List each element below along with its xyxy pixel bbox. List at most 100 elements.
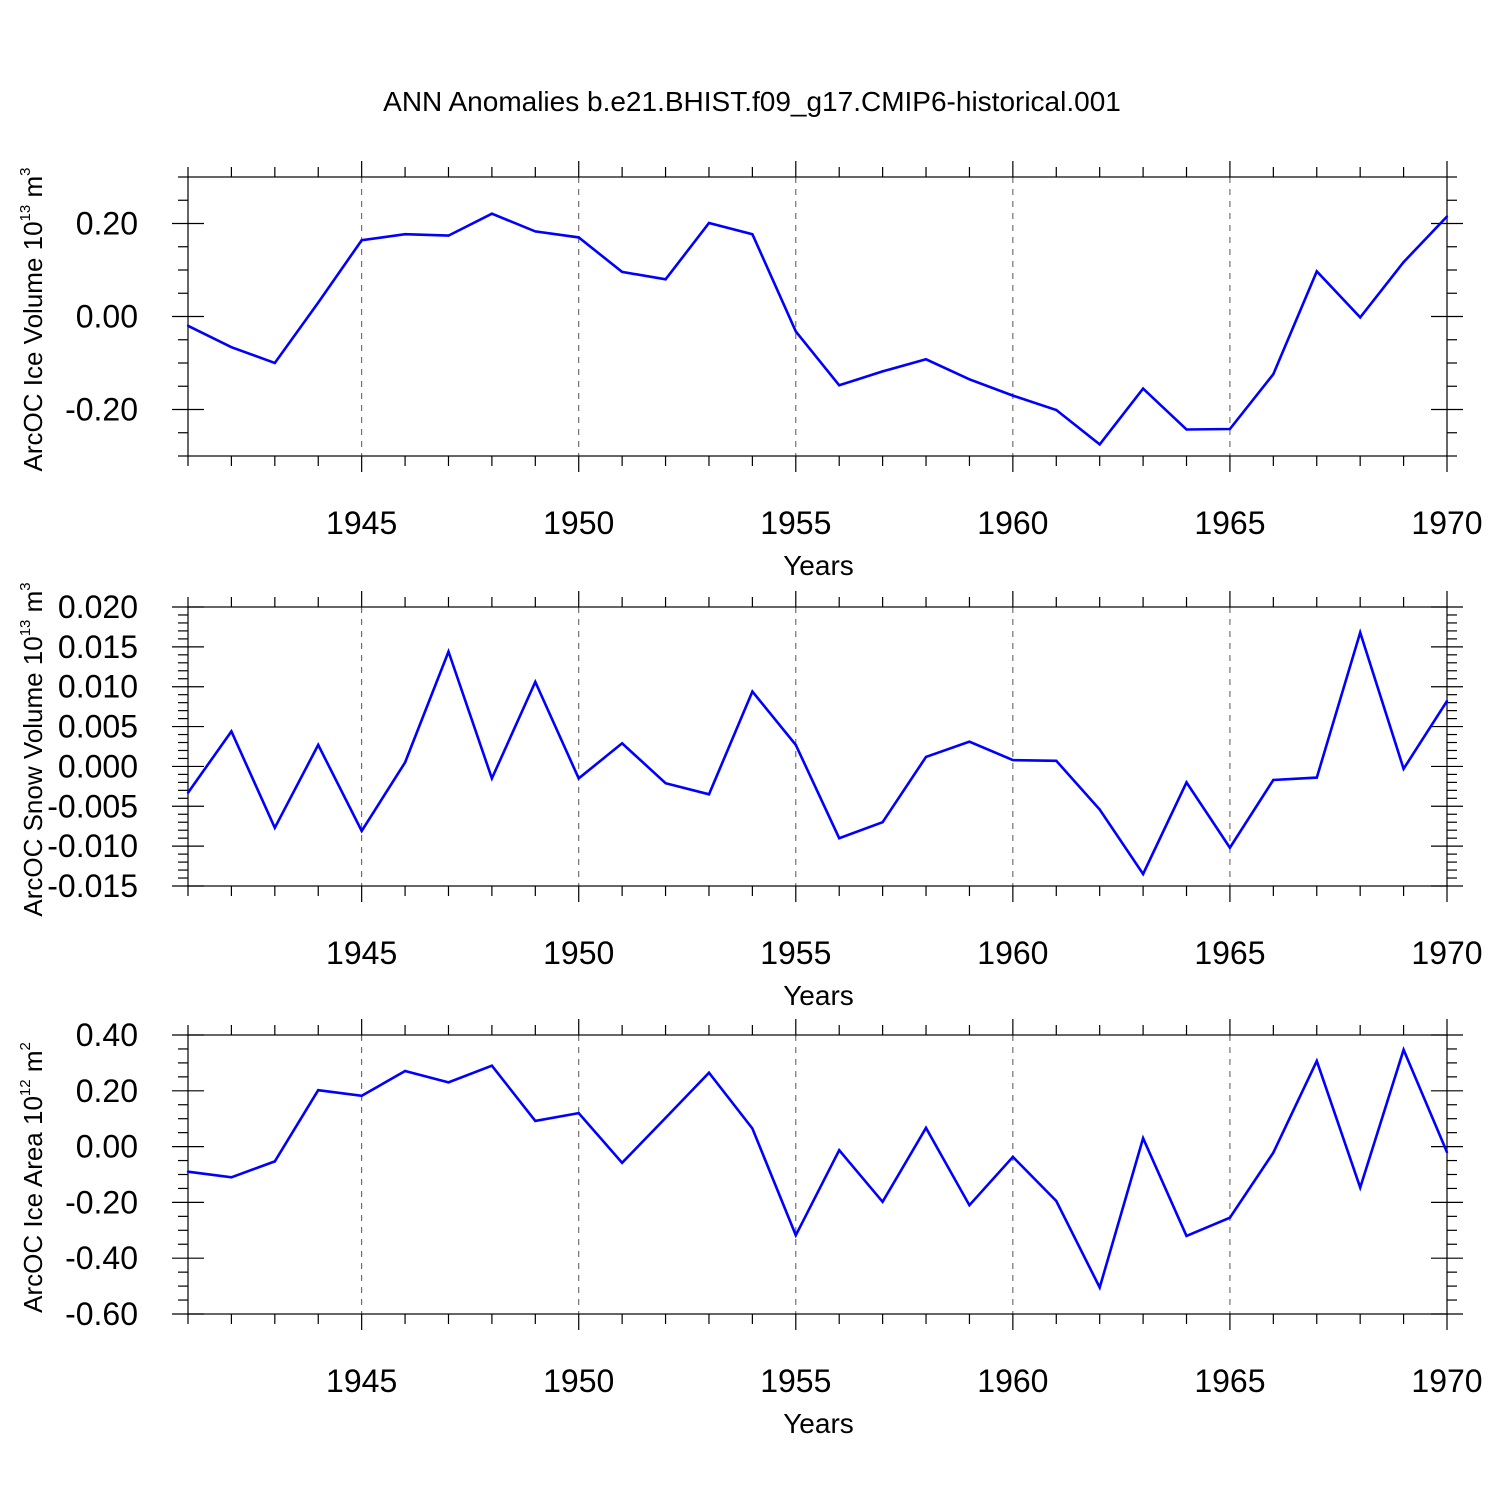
- y-tick-label: 0.015: [58, 629, 138, 665]
- data-point: [1011, 394, 1015, 397]
- panels: 1945 1950 1955 1960 1965 1970 Years -0.20 0.00 0.…: [17, 161, 1483, 1439]
- data-point: [707, 221, 711, 225]
- panel-ice-volume: 1945 1950 1955 1960 1965 1970 Years -0.20 0.00 0.…: [17, 161, 1483, 581]
- data-point: [1185, 1234, 1188, 1238]
- x-axis-label: Years: [783, 550, 854, 581]
- data-point: [317, 743, 320, 747]
- data-point: [230, 345, 233, 349]
- data-point: [664, 781, 667, 785]
- data-point: [1228, 427, 1232, 431]
- data-point: [1141, 387, 1145, 390]
- data-point: [620, 1161, 624, 1164]
- data-point: [751, 690, 754, 693]
- y-tick-label: 0.005: [58, 709, 138, 745]
- x-tick-label: 1970: [1411, 935, 1482, 971]
- x-tick-label: 1945: [326, 1363, 397, 1399]
- data-point: [707, 1071, 711, 1074]
- data-point: [1055, 408, 1058, 412]
- data-point: [186, 1170, 190, 1173]
- data-point: [490, 777, 494, 780]
- data-point: [230, 730, 233, 733]
- data-point: [664, 278, 667, 281]
- x-axis-label: Years: [783, 1408, 854, 1439]
- data-point: [1358, 631, 1362, 634]
- data-point: [403, 761, 407, 764]
- y-tick-label: -0.20: [65, 392, 138, 428]
- y-axis-label-text: ArcOC Ice Volume 10: [18, 221, 48, 471]
- x-tick-label: 1965: [1194, 1363, 1265, 1399]
- data-point: [620, 270, 624, 274]
- data-point: [403, 232, 407, 236]
- y-tick-label: -0.40: [65, 1240, 138, 1276]
- y-tick-label: 0.000: [58, 748, 138, 784]
- data-point: [881, 821, 884, 824]
- data-point: [1055, 759, 1058, 763]
- x-tick-label: 1960: [977, 1363, 1048, 1399]
- x-tick-label: 1945: [326, 935, 397, 971]
- data-point: [1315, 1059, 1318, 1063]
- data-point: [620, 742, 624, 745]
- data-point: [881, 1200, 884, 1204]
- data-point: [1445, 215, 1449, 218]
- x-tick-label: 1950: [543, 505, 614, 541]
- y-tick-label: -0.20: [65, 1184, 138, 1220]
- data-point: [273, 826, 277, 830]
- data-point: [447, 650, 450, 653]
- data-point: [490, 1064, 494, 1067]
- data-point: [1315, 270, 1318, 273]
- data-point: [924, 358, 928, 361]
- data-point: [1315, 776, 1318, 779]
- y-tick-label: 0.010: [58, 669, 138, 705]
- data-point: [1228, 846, 1232, 849]
- x-tick-label: 1950: [543, 935, 614, 971]
- y-axis-label-exponent: 13: [17, 205, 34, 222]
- y-tick-label: -0.60: [65, 1296, 138, 1332]
- data-point: [317, 301, 320, 304]
- chart-title: ANN Anomalies b.e21.BHIST.f09_g17.CMIP6-…: [383, 86, 1121, 117]
- data-point: [1445, 699, 1449, 703]
- data-point: [1358, 316, 1362, 319]
- data-point: [577, 236, 580, 239]
- data-point: [838, 1149, 841, 1152]
- x-axis-label: Years: [783, 980, 854, 1011]
- y-tick-label: -0.015: [47, 868, 138, 904]
- data-point: [924, 755, 928, 759]
- data-point: [794, 1234, 797, 1237]
- x-tick-label: 1970: [1411, 505, 1482, 541]
- y-axis-label: ArcOC Ice Volume 1013 m3: [17, 168, 48, 472]
- data-point: [1358, 1186, 1362, 1189]
- data-point: [577, 777, 580, 780]
- data-point: [403, 1069, 407, 1073]
- data-point: [1445, 1150, 1449, 1154]
- data-point: [360, 239, 363, 242]
- data-point: [360, 829, 363, 833]
- panel-ice-area: 1945 1950 1955 1960 1965 1970 Years -0.60 -0.40 -…: [17, 1017, 1483, 1439]
- data-point: [186, 791, 190, 794]
- data-point: [1402, 767, 1405, 771]
- y-tick-label: -0.010: [47, 828, 138, 864]
- data-point: [1141, 1137, 1145, 1140]
- x-tick-label: 1955: [760, 505, 831, 541]
- data-point: [317, 1089, 320, 1092]
- y-axis-label-unit: m: [18, 591, 48, 620]
- series-line-snow-volume: [186, 628, 1449, 877]
- y-axis-label: ArcOC Snow Volume 1013 m3: [17, 582, 48, 916]
- data-point: [273, 361, 277, 365]
- data-point: [1402, 260, 1405, 264]
- data-point: [1055, 1199, 1058, 1203]
- data-point: [1098, 1286, 1101, 1289]
- y-axis-label-unit-exponent: 2: [17, 1042, 34, 1050]
- y-tick-label: -0.005: [47, 788, 138, 824]
- y-axis-label: ArcOC Ice Area 1012 m2: [17, 1042, 48, 1313]
- y-tick-label: 0.20: [76, 1073, 138, 1109]
- x-tick-label: 1955: [760, 1363, 831, 1399]
- data-point: [490, 212, 494, 215]
- data-point: [1272, 778, 1275, 782]
- y-tick-label: 0.20: [76, 206, 138, 242]
- data-point: [230, 1176, 233, 1179]
- data-point: [751, 1127, 754, 1130]
- data-point: [534, 230, 537, 233]
- data-point: [794, 330, 797, 333]
- y-tick-label: 0.020: [58, 589, 138, 625]
